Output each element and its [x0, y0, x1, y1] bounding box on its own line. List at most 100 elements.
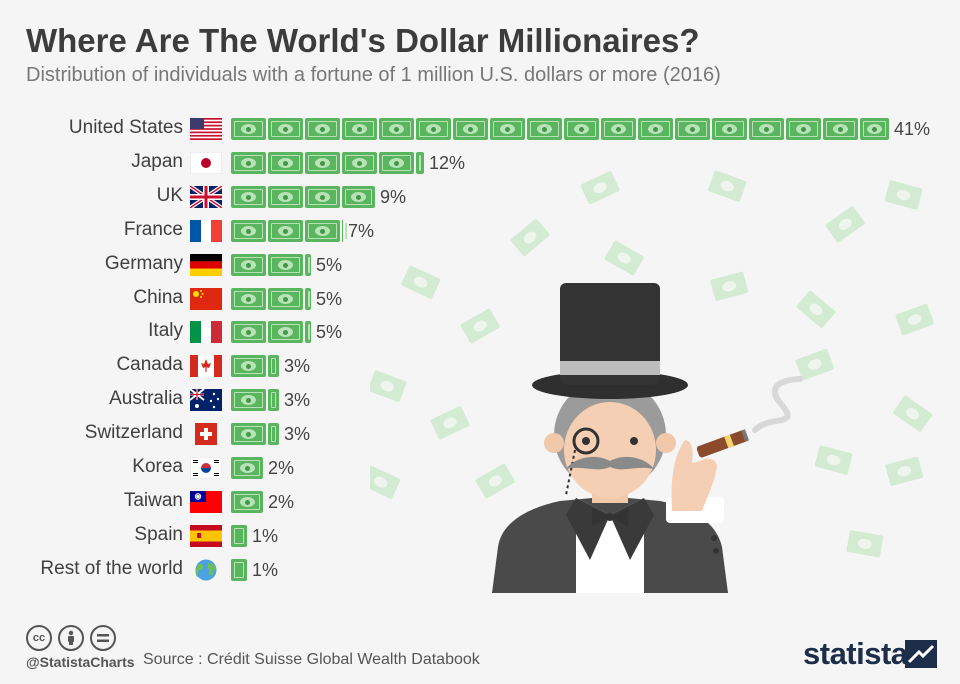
category-label: Spain — [134, 524, 183, 545]
banknote-icon — [601, 118, 636, 140]
germany-flag-icon — [190, 254, 222, 276]
category-label: China — [133, 287, 183, 308]
korea-flag-icon — [189, 456, 223, 480]
banknote-icon — [268, 186, 303, 208]
banknote-icon — [305, 321, 311, 343]
banknote-icon — [416, 118, 451, 140]
banknote-icon — [305, 254, 311, 276]
bar — [231, 355, 279, 377]
bar — [231, 321, 311, 343]
china-flag-icon — [190, 288, 222, 310]
cc-icon: cc — [26, 625, 52, 651]
category-label: UK — [156, 185, 183, 206]
chart-title: Where Are The World's Dollar Millionaire… — [26, 22, 700, 59]
category-label: Italy — [148, 320, 183, 341]
banknote-icon — [305, 220, 340, 242]
banknote-icon — [268, 288, 303, 310]
banknote-icon — [305, 118, 340, 140]
banknote-icon — [231, 491, 263, 513]
banknote-icon — [231, 423, 266, 445]
value-label: 41% — [894, 119, 931, 139]
banknote-icon — [231, 559, 247, 581]
japan-flag-icon — [189, 151, 223, 175]
banknote-icon — [231, 288, 266, 310]
value-label: 1% — [252, 560, 279, 580]
no-derivatives-icon — [90, 625, 116, 651]
banknote-icon — [342, 118, 377, 140]
banknote-icon — [305, 186, 340, 208]
category-label: Germany — [104, 253, 183, 274]
bar — [231, 559, 247, 581]
bar — [231, 525, 247, 547]
banknote-icon — [231, 321, 266, 343]
statista-handle: @StatistaCharts — [26, 654, 135, 670]
bar — [231, 491, 263, 513]
banknote-icon — [379, 152, 414, 174]
banknote-icon — [231, 118, 266, 140]
bar — [231, 220, 347, 242]
banknote-icon — [453, 118, 488, 140]
value-label: 9% — [380, 187, 407, 207]
banknote-icon — [564, 118, 599, 140]
banknote-icon — [268, 321, 303, 343]
banknote-icon — [342, 220, 347, 242]
banknote-icon — [342, 186, 375, 208]
banknote-icon — [823, 118, 858, 140]
banknote-icon — [268, 389, 279, 411]
banknote-icon — [231, 152, 266, 174]
banknote-icon — [268, 423, 279, 445]
banknote-icon — [379, 118, 414, 140]
banknote-icon — [268, 152, 303, 174]
banknote-icon — [268, 118, 303, 140]
banknote-icon — [231, 525, 247, 547]
category-label: Taiwan — [123, 490, 183, 511]
banknote-icon — [860, 118, 889, 140]
uk-flag-icon — [188, 184, 224, 210]
category-label: Korea — [132, 456, 183, 477]
banknote-icon — [231, 220, 266, 242]
floating-bills — [370, 170, 934, 567]
us-flag-icon — [190, 118, 222, 141]
banknote-icon — [527, 118, 562, 140]
value-label: 3% — [284, 424, 311, 444]
value-label: 3% — [284, 390, 311, 410]
banknote-icon — [305, 288, 311, 310]
banknote-icon — [231, 355, 266, 377]
bar — [231, 254, 311, 276]
banknote-icon — [305, 152, 340, 174]
category-label: Switzerland — [84, 422, 183, 443]
source-note: Source : Crédit Suisse Global Wealth Dat… — [143, 651, 480, 668]
australia-flag-icon — [189, 388, 222, 411]
banknote-icon — [786, 118, 821, 140]
value-label: 2% — [268, 458, 295, 478]
category-label: Japan — [131, 151, 183, 172]
value-label: 5% — [316, 322, 343, 342]
france-flag-icon — [190, 220, 222, 242]
banknote-icon — [268, 220, 303, 242]
banknote-icon — [231, 254, 266, 276]
taiwan-flag-icon — [190, 491, 222, 513]
switzerland-flag-icon — [190, 423, 222, 445]
bar — [231, 288, 311, 310]
value-label: 5% — [316, 289, 343, 309]
smoke-icon — [752, 376, 803, 433]
banknote-icon — [675, 118, 710, 140]
canada-flag-icon — [190, 355, 222, 377]
banknote-icon — [712, 118, 747, 140]
category-label: Australia — [109, 388, 183, 409]
statista-logo: statista — [803, 636, 908, 671]
banknote-icon — [342, 152, 377, 174]
banknote-icon — [268, 254, 303, 276]
chart-subtitle: Distribution of individuals with a fortu… — [26, 64, 721, 86]
value-label: 3% — [284, 356, 311, 376]
value-label: 7% — [348, 221, 375, 241]
italy-flag-icon — [190, 321, 222, 343]
attribution-icon — [58, 625, 84, 651]
category-label: France — [123, 219, 183, 240]
category-label: Rest of the world — [40, 558, 183, 579]
bar — [231, 423, 279, 445]
value-label: 2% — [268, 492, 295, 512]
bar — [231, 457, 263, 479]
statista-logo-icon — [905, 640, 937, 668]
millionaire-illustration — [370, 170, 934, 593]
